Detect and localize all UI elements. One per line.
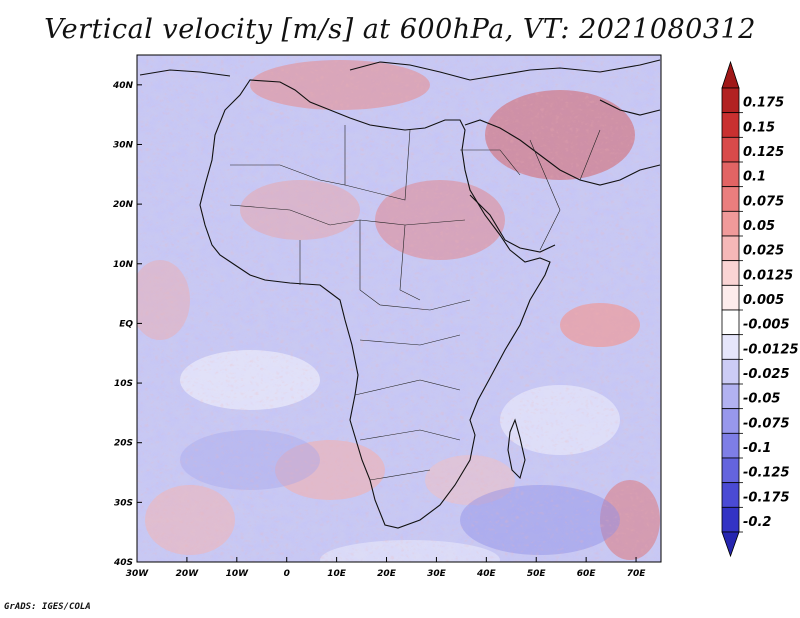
- colorbar-label: 0.05: [743, 219, 775, 234]
- colorbar-swatch: [721, 383, 740, 410]
- colorbar-swatch: [721, 334, 740, 360]
- colorbar-label: 0.15: [743, 120, 775, 135]
- colorbar-label: 0.125: [743, 145, 784, 160]
- lat-tick-label: 10N: [113, 260, 134, 270]
- lon-tick-label: 50E: [527, 569, 547, 579]
- colorbar-label: 0.175: [743, 96, 784, 111]
- colorbar-label: -0.125: [743, 466, 790, 481]
- colorbar-label: 0.025: [743, 244, 784, 259]
- lon-tick-label: 10W: [226, 569, 250, 579]
- colorbar-swatch: [721, 186, 740, 212]
- colorbar-swatch: [721, 482, 740, 508]
- lat-tick-label: 10S: [114, 379, 133, 389]
- colorbar-swatch: [721, 506, 740, 533]
- colorbar-swatch: [721, 408, 740, 434]
- colorbar-label: -0.005: [743, 318, 790, 333]
- colorbar-label: -0.05: [743, 392, 780, 407]
- colorbar-label: -0.1: [743, 441, 771, 456]
- colorbar-label: -0.0125: [743, 342, 799, 357]
- velocity-field: [137, 55, 661, 562]
- colorbar-swatch: [721, 235, 740, 262]
- lat-tick-label: 40S: [113, 558, 133, 568]
- lon-tick-label: 30E: [427, 569, 447, 579]
- lon-tick-label: 40E: [476, 569, 497, 579]
- colorbar-label: 0.1: [743, 170, 766, 185]
- colorbar-swatch: [721, 136, 740, 163]
- colorbar-swatch: [721, 309, 740, 336]
- colorbar-swatch: [721, 432, 740, 459]
- lat-tick-label: 30N: [113, 140, 134, 150]
- map-title: Vertical velocity [m/s] at 600hPa, VT: 2…: [44, 14, 756, 45]
- colorbar-swatch: [721, 457, 740, 484]
- colorbar-top-arrow: [721, 60, 740, 89]
- colorbar-label: -0.075: [743, 416, 790, 431]
- lat-tick-label: 30S: [114, 498, 133, 508]
- lon-tick-label: 20E: [377, 569, 397, 579]
- lon-tick-label: 20W: [176, 569, 200, 579]
- colorbar-label: 0.075: [743, 194, 784, 209]
- colorbar: 0.175 0.15 0.125 0.1 0.075 0.05 0.025 0.0125 0.0…: [721, 60, 799, 558]
- lon-tick-label: 30W: [126, 569, 150, 579]
- plot-frame: [136, 54, 662, 563]
- colorbar-label: 0.0125: [743, 268, 793, 283]
- colorbar-label: 0.005: [743, 293, 784, 308]
- colorbar-label: -0.175: [743, 490, 790, 505]
- lon-tick-label: 60E: [577, 569, 597, 579]
- colorbar-swatch: [721, 210, 740, 237]
- colorbar-swatch: [721, 161, 740, 188]
- colorbar-swatch: [721, 87, 740, 114]
- lon-tick-label: 10E: [327, 569, 347, 579]
- lat-tick-label: EQ: [119, 319, 133, 329]
- colorbar-label: -0.2: [743, 515, 771, 530]
- lon-tick-label: 0: [284, 569, 290, 579]
- colorbar-swatch: [721, 284, 740, 311]
- map-axes: 30W 20W 10W 0 10E 20E 30E 40E 50E 60E 70E 40N 30N 20N…: [112, 81, 646, 579]
- coastlines: [139, 59, 661, 529]
- colorbar-label: -0.025: [743, 367, 790, 382]
- colorbar-bottom-arrow: [721, 531, 740, 558]
- grads-credit: GrADS: IGES/COLA: [4, 602, 91, 612]
- country-borders: [229, 125, 601, 481]
- colorbar-swatch: [721, 260, 740, 286]
- colorbar-swatch: [721, 358, 740, 385]
- lat-tick-label: 20S: [114, 439, 133, 449]
- lat-tick-label: 40N: [112, 81, 134, 91]
- lon-tick-label: 70E: [627, 569, 647, 579]
- colorbar-swatch: [721, 112, 740, 138]
- lat-tick-label: 20N: [113, 200, 134, 210]
